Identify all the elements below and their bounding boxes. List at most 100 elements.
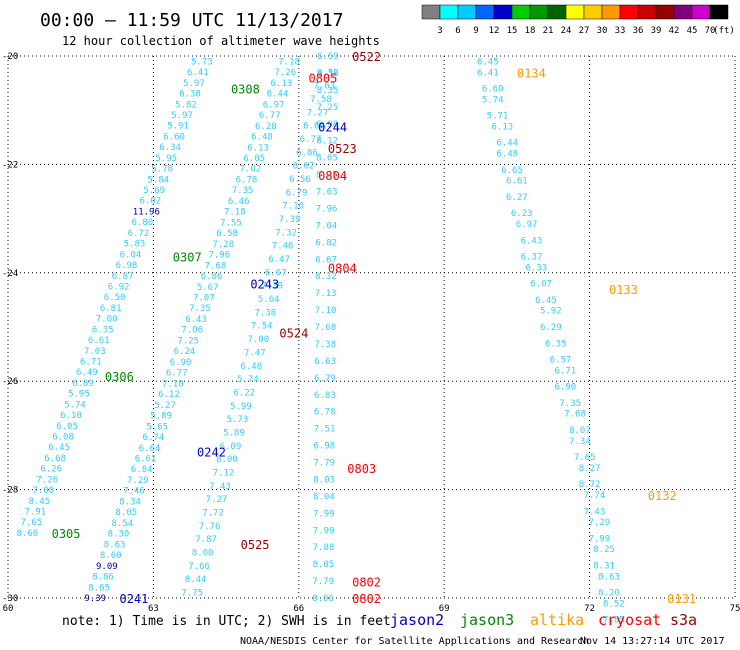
swh-value: 7.63	[316, 188, 338, 198]
swh-value: 6.24	[174, 347, 196, 357]
swh-value: 8.25	[593, 545, 615, 555]
swh-value: 7.10	[282, 202, 304, 212]
pass-label: 0525	[241, 538, 270, 552]
swh-value: 6.60	[163, 132, 185, 142]
swh-value: 7.96	[316, 204, 338, 214]
swh-value: 5.82	[175, 100, 197, 110]
swh-value: 7.63	[314, 82, 336, 92]
swh-value: 7.55	[220, 218, 242, 228]
swh-value: 7.34	[569, 437, 591, 447]
swh-value: 6.05	[243, 154, 265, 164]
colorbar-swatch	[439, 4, 459, 20]
swh-value: 5.64	[258, 295, 280, 305]
swh-value: 7.99	[588, 534, 610, 544]
x-tick-label: 69	[439, 604, 450, 614]
swh-value: 6.74	[143, 433, 165, 443]
swh-value: 6.34	[159, 143, 181, 153]
swh-value: 6.83	[314, 391, 336, 401]
swh-value: 6.87	[112, 272, 134, 282]
swh-value: 6.23	[511, 209, 533, 219]
swh-value: 8.05	[115, 508, 137, 518]
swh-value: 9.09	[96, 562, 118, 572]
swh-value: 5.67	[197, 283, 219, 293]
swh-value: 7.38	[314, 340, 336, 350]
colorbar-swatch	[691, 4, 711, 20]
swh-value: 6.79	[286, 188, 308, 198]
pass-label: 0131	[667, 592, 696, 606]
swh-value: 7.66	[188, 562, 210, 572]
swh-value: 8.65	[316, 154, 338, 164]
swh-value: 8.03	[313, 475, 335, 485]
swh-value: 5.69	[143, 186, 165, 196]
colorbar-swatch	[583, 4, 603, 20]
swh-value: 6.07	[530, 280, 552, 290]
swh-value: 7.03	[84, 347, 106, 357]
swh-value: 6.05	[56, 422, 78, 432]
swh-value: 6.86	[201, 272, 223, 282]
swh-value: 6.48	[240, 362, 262, 372]
swh-value: 6.60	[303, 122, 325, 132]
swh-value: 7.39	[279, 215, 301, 225]
colorbar-swatch	[709, 4, 729, 20]
swh-value: 7.25	[177, 336, 199, 346]
colorbar-swatch	[421, 4, 441, 20]
swh-value: 6.09	[220, 442, 242, 452]
swh-value: 7.00	[96, 315, 118, 325]
pass-label: 0243	[250, 278, 279, 292]
swh-value: 6.07	[265, 268, 287, 278]
pass-label: 0803	[347, 462, 376, 476]
swh-value: 6.35	[545, 339, 567, 349]
swh-value: 8.60	[17, 529, 39, 539]
legend-entry: jason3	[460, 611, 514, 629]
swh-value: 8.07	[569, 426, 591, 436]
colorbar-label: 42	[669, 26, 680, 36]
colorbar-label: 36	[633, 26, 644, 36]
footer-credit: NOAA/NESDIS Center for Satellite Applica…	[240, 636, 589, 647]
pass-label: 0133	[609, 283, 638, 297]
swh-value: 5.95	[68, 390, 90, 400]
pass-label: 0241	[119, 592, 148, 606]
legend-entry: cryosat	[598, 611, 661, 629]
colorbar-swatch	[655, 4, 675, 20]
swh-value: 6.48	[251, 133, 273, 143]
colorbar-label: 45	[687, 26, 698, 36]
chart-subtitle: 12 hour collection of altimeter wave hei…	[62, 34, 380, 48]
swh-value: 6.90	[170, 358, 192, 368]
swh-value: 8.63	[598, 572, 620, 582]
swh-value: 6.38	[179, 90, 201, 100]
swh-value: 6.65	[501, 166, 523, 176]
swh-value: 6.41	[187, 68, 209, 78]
colorbar-label: 24	[561, 26, 572, 36]
swh-value: 5.78	[151, 165, 173, 175]
swh-value: 7.46	[272, 242, 294, 252]
swh-value: 8.60	[100, 551, 122, 561]
colorbar-label: 18	[525, 26, 536, 36]
swh-value: 5.84	[147, 175, 169, 185]
swh-value: 5.74	[237, 375, 259, 385]
pass-label: 0306	[105, 370, 134, 384]
colorbar-swatch	[565, 4, 585, 20]
swh-value: 7.75	[181, 589, 203, 599]
colorbar: 3 6 9 12 15 18 21 24 27 30 33 36 39 42 45 70(ft)	[421, 4, 735, 36]
swh-value: 6.57	[550, 356, 572, 366]
colorbar-swatch	[673, 4, 693, 20]
wave-height-tracks: 5.736.415.976.385.825.975.916.606.345.95…	[17, 52, 625, 626]
pass-label: 0522	[352, 50, 381, 64]
swh-value: 7.02	[239, 165, 261, 175]
swh-value: 6.98	[314, 442, 336, 452]
legend-entry: jason2	[390, 611, 444, 629]
chart-title: 00:00 — 11:59 UTC 11/13/2017	[40, 10, 343, 31]
swh-value: 6.63	[314, 357, 336, 367]
swh-value: 7.96	[208, 251, 230, 261]
swh-value: 7.99	[313, 509, 335, 519]
swh-value: 6.50	[104, 293, 126, 303]
swh-value: 8.27	[579, 464, 601, 474]
swh-value: 7.27	[206, 495, 228, 505]
pass-label: 0805	[308, 72, 337, 86]
swh-value: 8.30	[108, 530, 130, 540]
swh-value: 8.63	[104, 540, 126, 550]
swh-value: 5.74	[482, 95, 504, 105]
legend-entry: altika	[530, 611, 584, 629]
colorbar-label: 6	[455, 26, 460, 36]
swh-value: 5.91	[167, 122, 189, 132]
